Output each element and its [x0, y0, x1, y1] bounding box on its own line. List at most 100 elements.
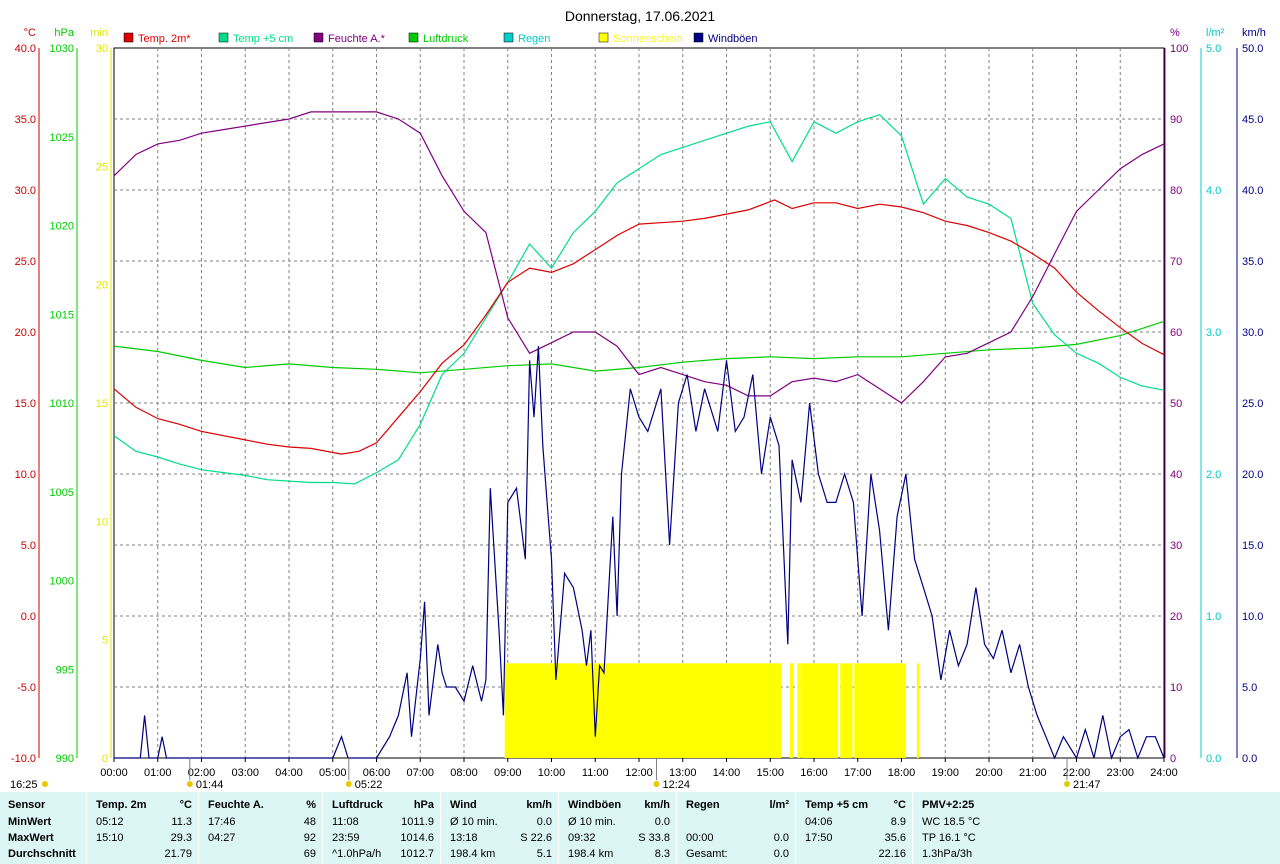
- x-tick-label: 01:00: [144, 767, 172, 779]
- table-header-unit: °C: [893, 799, 906, 811]
- axis-tick-rain: 1.0: [1206, 611, 1221, 623]
- sun-marker-icon: [653, 781, 660, 787]
- x-tick-label: 18:00: [888, 767, 916, 779]
- table-header-name: Regen: [686, 799, 720, 811]
- legend-label: Feuchte A.*: [328, 33, 386, 45]
- axis-tick-humidity: 90: [1170, 114, 1182, 126]
- series-line-windb-en: [114, 346, 1165, 761]
- axis-tick-wind: 15.0: [1242, 540, 1263, 552]
- legend-label: Regen: [518, 33, 550, 45]
- table-row-label: MaxWert: [8, 832, 54, 844]
- table-row-label: MinWert: [8, 816, 52, 828]
- table-cell-label: 13:18: [450, 832, 478, 844]
- table-column-separator: [198, 792, 199, 864]
- axis-tick-sunshine: 5: [102, 635, 108, 647]
- axis-tick-temp: 40.0: [15, 43, 36, 55]
- table-header-name: Feuchte A.: [208, 799, 264, 811]
- axis-tick-wind: 45.0: [1242, 114, 1263, 126]
- axis-tick-humidity: 50: [1170, 398, 1182, 410]
- table-header-unit: km/h: [526, 799, 552, 811]
- legend-swatch: [408, 32, 419, 43]
- x-tick-label: 21:00: [1019, 767, 1047, 779]
- table-cell-label: 198.4 km: [568, 848, 614, 860]
- table-column-separator: [795, 792, 796, 864]
- table-header-unit: °C: [179, 799, 192, 811]
- axis-tick-sunshine: 30: [96, 43, 108, 55]
- axis-tick-temp: 35.0: [15, 114, 36, 126]
- axis-tick-humidity: 80: [1170, 185, 1182, 197]
- axis-tick-temp: 15.0: [15, 398, 36, 410]
- axis-tick-rain: 4.0: [1206, 185, 1221, 197]
- axis-tick-temp: 30.0: [15, 185, 36, 197]
- table-column-separator: [558, 792, 559, 864]
- table-header-name: Wind: [450, 799, 477, 811]
- table-cell-label: Ø 10 min.: [450, 816, 498, 828]
- table-header-unit: l/m²: [769, 799, 789, 811]
- table-header-unit: km/h: [644, 799, 670, 811]
- x-tick-label: 09:00: [494, 767, 522, 779]
- table-cell-value: S 22.6: [520, 832, 552, 844]
- axis-tick-pressure: 1005: [50, 487, 74, 499]
- left-axes: 40.0 35.0 30.0 25.0 20.0 15.0 10.0 5.0 0.0 -5.0 -1…: [11, 43, 112, 765]
- axis-tick-sunshine: 15: [96, 398, 108, 410]
- table-cell-value: 0.0: [773, 832, 789, 844]
- table-header-name: Luftdruck: [332, 799, 383, 811]
- axis-unit-humidity: %: [1170, 27, 1180, 39]
- table-header-name: Windböen: [568, 799, 622, 811]
- table-cell-value: 1012.7: [400, 848, 434, 860]
- axis-unit-sunshine: min: [90, 27, 108, 39]
- chart-legend: Temp. 2m* Temp +5 cm Feuchte A.* Luftdruck R…: [123, 32, 758, 45]
- axis-tick-wind: 20.0: [1242, 469, 1263, 481]
- legend-label: Temp. 2m*: [138, 33, 191, 45]
- chart-title: Donnerstag, 17.06.2021: [565, 8, 715, 24]
- table-cell-label: 17:46: [208, 816, 236, 828]
- sun-marker-label: 01:44: [196, 779, 224, 791]
- table-cell-label: 04:06: [805, 816, 833, 828]
- x-tick-label: 11:00: [582, 767, 609, 779]
- legend-label: Temp +5 cm: [233, 33, 293, 45]
- axis-tick-rain: 3.0: [1206, 327, 1221, 339]
- axis-unit-temp: °C: [24, 27, 36, 39]
- series-line-feuchte-a-: [113, 111, 1165, 404]
- table-cell-value: 8.9: [890, 816, 906, 828]
- table-cell-label: ^1.0hPa/h: [332, 848, 382, 860]
- table-cell-label: 11:08: [332, 816, 359, 828]
- series-line-temp-5-cm: [113, 114, 1165, 485]
- sunshine-bar: [801, 663, 839, 758]
- table-header-name: Sensor: [8, 799, 46, 811]
- legend-swatch: [218, 32, 229, 43]
- table-cell-value: 22.16: [878, 848, 906, 860]
- table-cell-value: 11.3: [171, 816, 192, 828]
- table-cell-value: 0.0: [773, 848, 789, 860]
- table-row-label: Durchschnitt: [8, 848, 76, 860]
- axis-tick-pressure: 990: [56, 753, 74, 765]
- axis-tick-pressure: 1030: [50, 43, 74, 55]
- axis-tick-humidity: 20: [1170, 611, 1182, 623]
- sun-marker-icon: [186, 781, 193, 787]
- series-lines: [113, 111, 1165, 761]
- table-cell-value: S 33.8: [638, 832, 670, 844]
- sun-marker-icon: [345, 781, 352, 787]
- axis-tick-wind: 10.0: [1242, 611, 1263, 623]
- axis-tick-temp: 25.0: [15, 256, 36, 268]
- axis-unit-pressure: hPa: [54, 27, 74, 39]
- axis-tick-wind: 40.0: [1242, 185, 1263, 197]
- axis-tick-humidity: 100: [1170, 43, 1188, 55]
- x-tick-label: 16:00: [800, 767, 828, 779]
- table-cell-value: 0.0: [536, 816, 552, 828]
- axis-unit-labels: °C hPa min% l/m² km/h: [24, 27, 1266, 39]
- axis-tick-wind: 30.0: [1242, 327, 1263, 339]
- table-cell-value: 8.3: [654, 848, 670, 860]
- table-cell-value: 92: [303, 832, 316, 844]
- table-cell-label: 05:12: [96, 816, 124, 828]
- series-line-temp-2m-: [113, 199, 1165, 455]
- table-cell-label: 1.3hPa/3h: [922, 848, 973, 860]
- x-axis: 00:00 01:00 02:00 03:00 04:00 05:00 06:00 07:00…: [100, 758, 1178, 779]
- axis-tick-sunshine: 10: [96, 516, 108, 528]
- table-cell-value: 69: [303, 848, 316, 860]
- axis-tick-wind: 0.0: [1242, 753, 1257, 765]
- table-cell-value: 48: [303, 816, 316, 828]
- x-tick-label: 13:00: [669, 767, 697, 779]
- x-tick-label: 00:00: [100, 767, 128, 779]
- x-tick-label: 12:00: [625, 767, 653, 779]
